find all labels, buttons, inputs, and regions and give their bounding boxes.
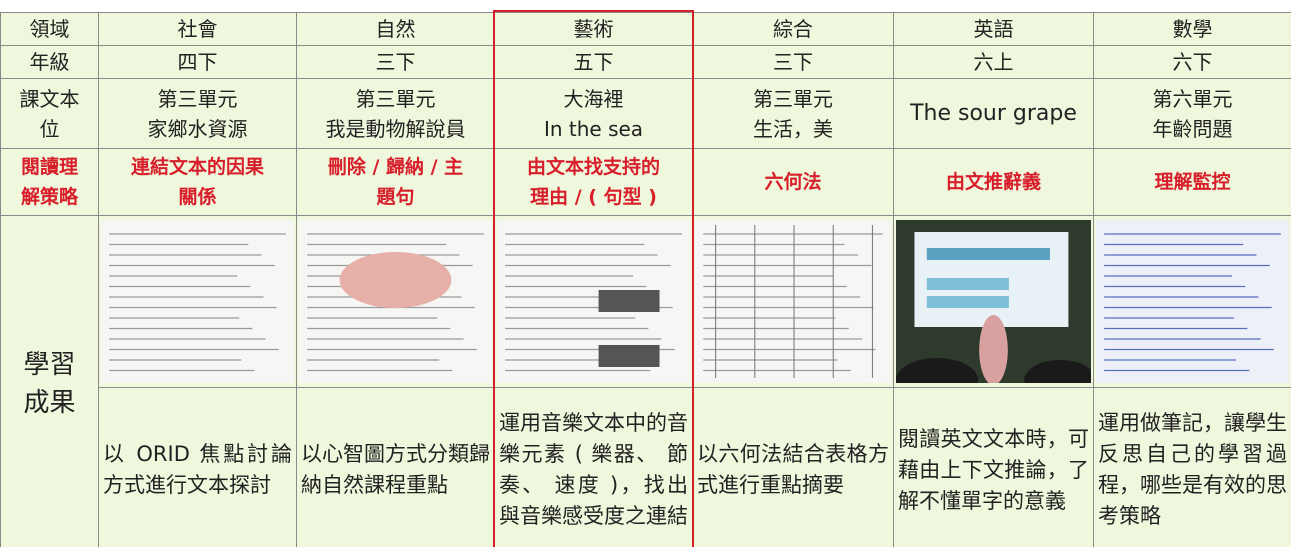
table-cell: 閱讀理 解策略 [0, 148, 99, 216]
table-cell: 第三單元生活，美 [692, 78, 894, 149]
worksheet-photo [1096, 220, 1289, 383]
cell-line: 第三單元 [157, 86, 238, 111]
cell-line: 位 [39, 116, 60, 141]
description-cell: 以心智圖方式分類歸納自然課程重點 [296, 387, 495, 547]
cell-line: 理由 / ( 句型 ) [530, 186, 657, 208]
cell-line: 學習 [23, 350, 76, 380]
table-row: 閱讀理 解策略 連結文本的因果 關係 刪除 / 歸納 / 主題句 由文本找支持的 理由 / … [0, 148, 1291, 216]
outcome-label: 學習 成果 [0, 215, 99, 547]
table-cell: 課文本位 [0, 78, 99, 149]
table-cell: 刪除 / 歸納 / 主題句 [296, 148, 495, 216]
header-cell: 藝術 [494, 12, 693, 46]
cell-line: 生活，美 [753, 116, 833, 141]
header-cell: 英語 [893, 12, 1094, 46]
table-cell: 第六單元 年齡問題 [1093, 78, 1291, 149]
cell-line: 刪除 / 歸納 / 主 [327, 156, 464, 178]
table-cell: 六下 [1093, 45, 1291, 79]
header-cell: 社會 [98, 12, 297, 46]
cell-line: 第六單元 [1152, 86, 1233, 111]
cell-line: 家鄉水資源 [147, 116, 248, 141]
table-cell: 連結文本的因果 關係 [98, 148, 297, 216]
cell-line: 我是動物解說員 [325, 116, 466, 141]
worksheet-photo [497, 220, 690, 383]
table-cell: 大海裡 In the sea [494, 78, 693, 149]
table-cell: 第三單元 家鄉水資源 [98, 78, 297, 149]
cell-line: 關係 [178, 186, 217, 208]
image-cell [893, 215, 1094, 388]
table-cell: 由文本找支持的 理由 / ( 句型 ) [494, 148, 693, 216]
image-cell [1093, 215, 1291, 388]
worksheet-photo [695, 220, 891, 383]
header-cell: 自然 [296, 12, 495, 46]
description-cell: 運用做筆記，讓學生反思自己的學習過程，哪些是有效的思考策略 [1093, 387, 1291, 547]
header-cell: 領域 [0, 12, 99, 46]
worksheet-photo [101, 220, 294, 383]
cell-line: 題句 [376, 186, 415, 208]
table-cell: The sour grape [893, 78, 1094, 149]
cell-line: 年齡問題 [1152, 116, 1233, 141]
image-row: 學習 成果 [0, 215, 1291, 547]
image-cell [692, 215, 894, 388]
cell-line: 課文本 [19, 86, 80, 111]
table-cell: 年級 [0, 45, 99, 79]
cell-line: 由文本找支持的 [526, 156, 660, 178]
strategy-table: 領域 社會 自然 藝術 綜合 英語 數學 年級 四下 三下 五下 三下 六上 六下 課文本位第三單元 家鄉水資… [0, 12, 1291, 547]
table-row: 年級 四下 三下 五下 三下 六上 六下 [0, 45, 1291, 79]
cell-line: 連結文本的因果 [130, 156, 264, 178]
table-cell: 由文推辭義 [893, 148, 1094, 216]
table-cell: 六何法 [692, 148, 894, 216]
image-cell [494, 215, 693, 388]
worksheet-photo [299, 220, 492, 383]
cell-line: 解策略 [20, 186, 78, 208]
header-row: 領域 社會 自然 藝術 綜合 英語 數學 [0, 12, 1291, 46]
header-cell: 數學 [1093, 12, 1291, 46]
table-cell: 三下 [692, 45, 894, 79]
header-cell: 綜合 [692, 12, 894, 46]
table-cell: 三下 [296, 45, 495, 79]
table-cell: 第三單元我是動物解說員 [296, 78, 495, 149]
cell-line: In the sea [543, 116, 644, 141]
description-row: 以 ORID 焦點討論方式進行文本探討 以心智圖方式分類歸納自然課程重點 運用音樂文… [1, 387, 1291, 547]
cell-line: 第三單元 [355, 86, 436, 111]
cell-line: 閱讀理 [20, 156, 78, 178]
image-cell [296, 215, 495, 388]
worksheet-photo [896, 220, 1091, 383]
cell-line: 成果 [23, 388, 76, 418]
cell-line: 大海裡 [563, 86, 624, 111]
cell-line: 第三單元 [753, 86, 833, 111]
description-cell: 閱讀英文文本時，可藉由上下文推論，了解不懂單字的意義 [893, 387, 1094, 547]
table-row: 課文本位第三單元 家鄉水資源 第三單元 我是動物解說員 大海裡 In the sea 第三單… [0, 78, 1291, 149]
table-cell: 四下 [98, 45, 297, 79]
table-cell: 五下 [494, 45, 693, 79]
image-cell [98, 215, 297, 388]
description-cell: 運用音樂文本中的音樂元素 ( 樂器、 節 奏、 速度 )，找出與音樂感受度之連結 [494, 387, 693, 547]
description-cell: 以六何法結合表格方式進行重點摘要 [692, 387, 894, 547]
description-cell: 以 ORID 焦點討論方式進行文本探討 [98, 387, 297, 547]
table-cell: 理解監控 [1093, 148, 1291, 216]
table-cell: 六上 [893, 45, 1094, 79]
